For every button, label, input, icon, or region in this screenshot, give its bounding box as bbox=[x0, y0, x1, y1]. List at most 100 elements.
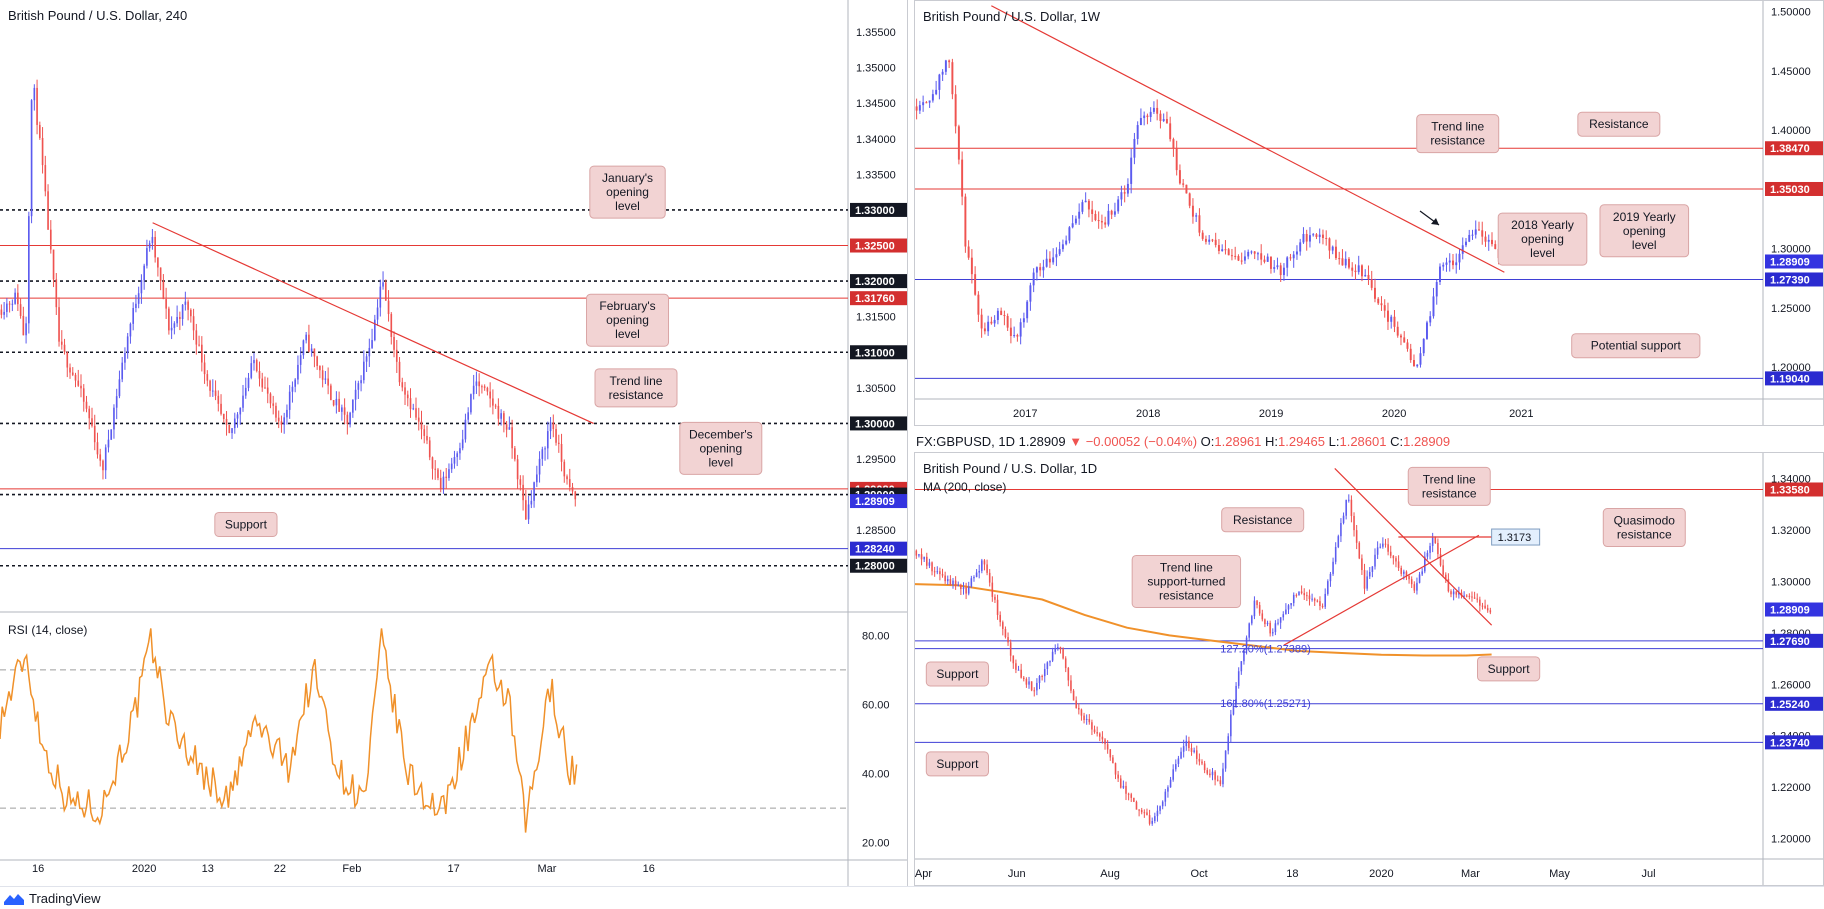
candle-body bbox=[1437, 542, 1439, 555]
candle bbox=[1169, 116, 1172, 142]
candle bbox=[1416, 364, 1419, 368]
candle bbox=[931, 89, 934, 103]
candle-body bbox=[291, 386, 294, 392]
level-price-label: 1.27690 bbox=[1770, 636, 1810, 648]
candle-body bbox=[492, 398, 494, 406]
candle-body bbox=[1393, 316, 1396, 327]
candle bbox=[1347, 257, 1350, 270]
candle bbox=[1085, 714, 1088, 725]
candle-body bbox=[1004, 628, 1007, 638]
candle-body bbox=[6, 303, 8, 312]
tradingview-brand[interactable]: TradingView bbox=[4, 891, 101, 906]
level-price-tag: 1.28000 bbox=[850, 558, 907, 573]
rsi-label: RSI (14, close) bbox=[8, 623, 87, 637]
level-price-tag: 1.32000 bbox=[850, 274, 907, 289]
daily-chart[interactable]: 1.340001.320001.300001.280001.260001.240… bbox=[915, 453, 1824, 886]
candle bbox=[1389, 545, 1392, 559]
quasimodo-price: 1.3173 bbox=[1498, 532, 1532, 544]
candle bbox=[557, 434, 560, 453]
candle bbox=[1287, 604, 1290, 615]
candle-body bbox=[85, 401, 88, 409]
candle-body bbox=[148, 243, 151, 249]
candle-body bbox=[258, 370, 261, 379]
candle bbox=[1350, 495, 1353, 523]
candle bbox=[1045, 249, 1048, 268]
candle bbox=[928, 100, 931, 108]
candle-body bbox=[1286, 257, 1289, 268]
candle bbox=[1279, 617, 1282, 629]
weekly-chart[interactable]: 1.500001.450001.400001.350001.300001.250… bbox=[915, 1, 1824, 426]
candle-body bbox=[1331, 246, 1334, 251]
candle bbox=[944, 571, 946, 584]
candle-body bbox=[1075, 700, 1077, 708]
candle-body bbox=[1172, 769, 1174, 780]
candle bbox=[319, 365, 321, 379]
candle bbox=[74, 372, 77, 388]
h4-chart[interactable]: 1.35500 1.35000 1.34500 1.34000 1.33500 1.330… bbox=[0, 0, 908, 886]
candle-body bbox=[568, 479, 571, 487]
candle-body bbox=[1461, 245, 1464, 254]
candle bbox=[3, 302, 5, 320]
candle-body bbox=[996, 599, 999, 615]
candle-body bbox=[1287, 605, 1290, 610]
candle bbox=[1410, 576, 1413, 589]
candle bbox=[1371, 566, 1374, 578]
candle bbox=[365, 353, 368, 372]
candle-body bbox=[1408, 576, 1410, 580]
candle bbox=[1264, 618, 1266, 628]
candle-body bbox=[1292, 594, 1295, 604]
candle-body bbox=[434, 468, 437, 470]
candle-body bbox=[1325, 237, 1328, 239]
candle bbox=[1374, 548, 1376, 570]
level-price-tag: 1.28909 bbox=[1765, 602, 1823, 617]
candle bbox=[264, 376, 266, 389]
candle-body bbox=[1074, 218, 1077, 224]
candle bbox=[52, 249, 55, 288]
candle bbox=[1269, 620, 1271, 637]
candle-body bbox=[483, 386, 486, 388]
candle bbox=[1345, 499, 1347, 520]
level-price-tag-bg bbox=[850, 416, 907, 431]
candle bbox=[1016, 333, 1019, 342]
candle-body bbox=[1154, 816, 1156, 822]
candle-body bbox=[1290, 603, 1292, 606]
candle-body bbox=[1448, 260, 1451, 263]
candle-body bbox=[1240, 260, 1243, 262]
annotation-box bbox=[1497, 212, 1588, 266]
candle bbox=[983, 559, 986, 571]
candle-body bbox=[1389, 551, 1392, 556]
candle-body bbox=[1338, 258, 1341, 260]
candle bbox=[915, 98, 918, 120]
h4-chart-panel[interactable]: 1.35500 1.35000 1.34500 1.34000 1.33500 1.330… bbox=[0, 0, 908, 886]
candle bbox=[1177, 755, 1180, 768]
candle-body bbox=[1413, 584, 1416, 591]
candle bbox=[1442, 559, 1444, 578]
annotation-box bbox=[1602, 508, 1686, 548]
candle-body bbox=[88, 408, 91, 419]
candle-body bbox=[420, 421, 423, 430]
candle bbox=[1289, 253, 1292, 261]
candle bbox=[1117, 770, 1119, 782]
candle bbox=[6, 298, 8, 318]
candle bbox=[376, 299, 379, 326]
candle-body bbox=[36, 87, 38, 125]
candle-body bbox=[1101, 736, 1104, 740]
candle-body bbox=[1455, 591, 1458, 595]
candle bbox=[1107, 204, 1110, 227]
candle bbox=[404, 381, 406, 405]
candle bbox=[1338, 251, 1341, 265]
y-tick-label: 1.33500 bbox=[856, 169, 896, 181]
level-price-tag: 1.30000 bbox=[850, 416, 907, 431]
candle bbox=[527, 495, 530, 524]
candle bbox=[124, 347, 126, 370]
candle-body bbox=[1012, 655, 1015, 664]
daily-chart-panel[interactable]: 1.340001.320001.300001.280001.260001.240… bbox=[914, 452, 1824, 886]
weekly-chart-panel[interactable]: 1.500001.450001.400001.350001.300001.250… bbox=[914, 0, 1824, 426]
candle bbox=[1395, 556, 1397, 568]
candle bbox=[1413, 354, 1415, 367]
candle-body bbox=[1347, 258, 1350, 268]
annotation-text: Resistance bbox=[1589, 117, 1649, 131]
candle bbox=[478, 373, 480, 397]
candle-body bbox=[1016, 335, 1019, 337]
